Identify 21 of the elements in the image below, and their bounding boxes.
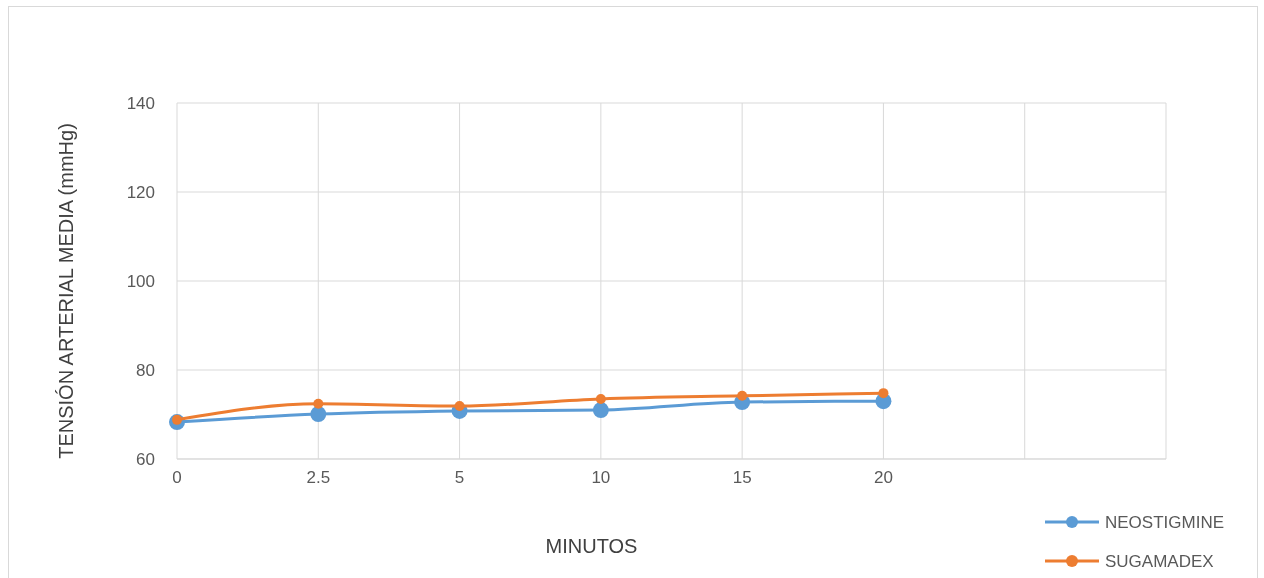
x-tick-label: 20 <box>873 468 893 487</box>
y-tick-label: 140 <box>126 93 155 113</box>
point <box>592 402 609 419</box>
y-axis-title: TENSIÓN ARTERIAL MEDIA (mmHg) <box>55 123 77 459</box>
x-tick-label: 2.5 <box>306 468 331 487</box>
point <box>313 398 324 409</box>
x-tick-label: 10 <box>591 468 611 487</box>
x-tick-label: 15 <box>732 468 752 487</box>
x-tick-label: 0 <box>172 468 182 487</box>
y-tick-label: 100 <box>126 271 155 291</box>
x-tick-label: 5 <box>454 468 465 487</box>
y-tick-label: 60 <box>136 449 155 469</box>
point <box>595 393 606 404</box>
y-tick-label: 80 <box>136 360 155 380</box>
point <box>737 390 748 401</box>
point <box>878 388 889 399</box>
point <box>310 406 327 423</box>
x-axis-title: MINUTOS <box>545 535 638 557</box>
y-tick-label: 120 <box>126 182 155 202</box>
legend-label: SUGAMADEX <box>1105 551 1214 571</box>
legend-label: NEOSTIGMINE <box>1105 512 1225 532</box>
